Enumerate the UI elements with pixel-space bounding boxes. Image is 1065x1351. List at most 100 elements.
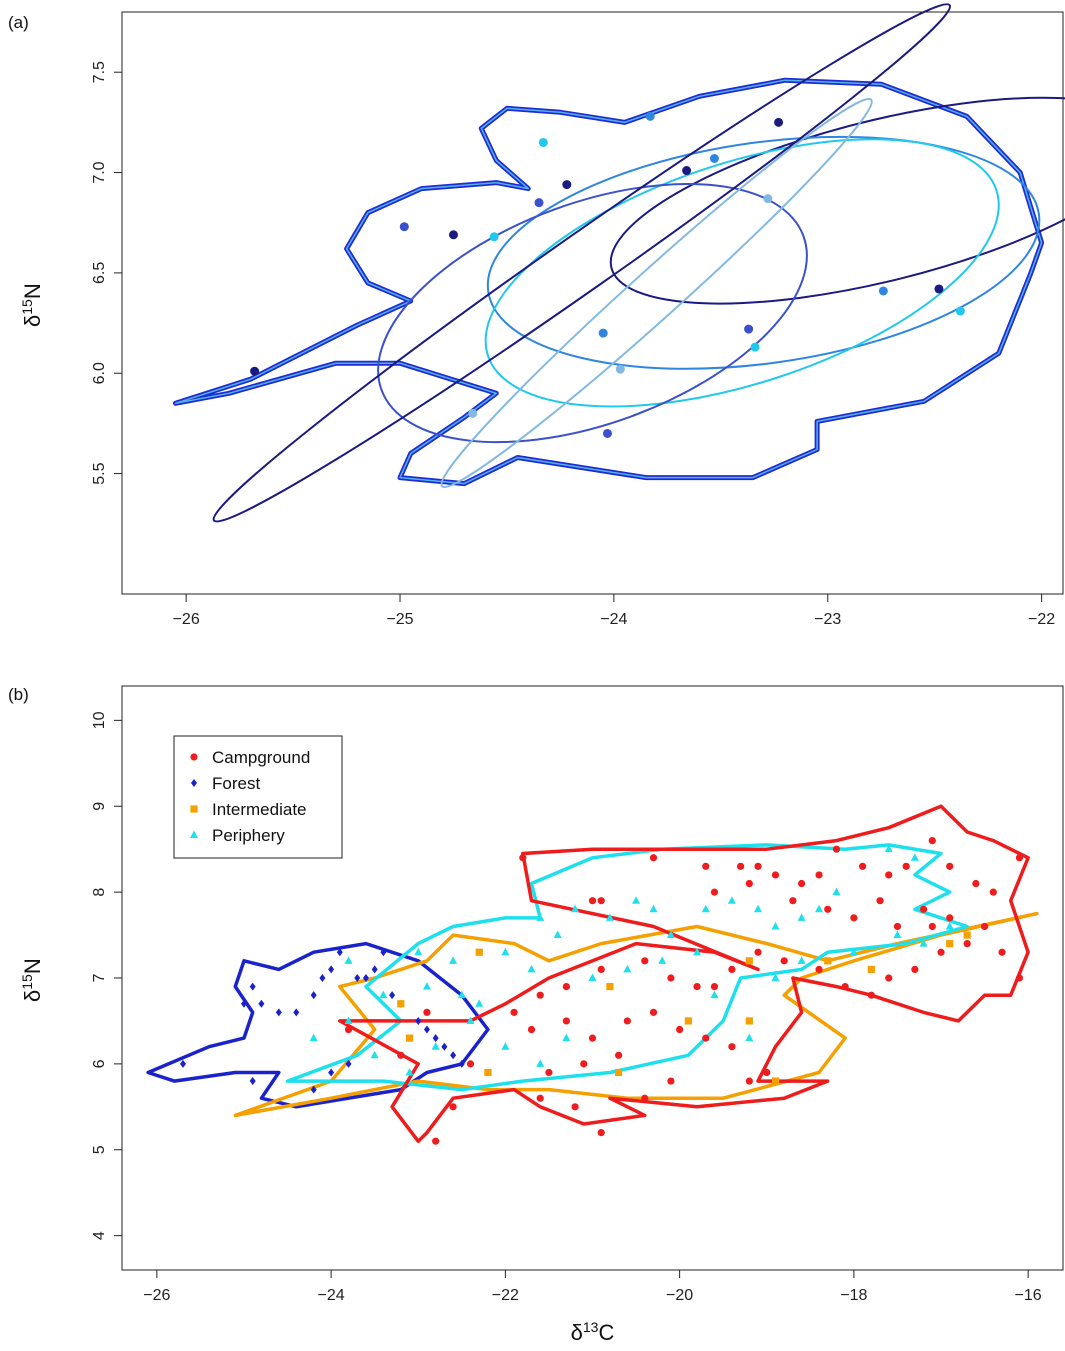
data-point-campground <box>649 1008 658 1016</box>
data-point-campground <box>946 914 954 922</box>
x-tick-label: −26 <box>173 611 200 628</box>
legend-label-campground: Campground <box>212 748 310 767</box>
x-axis-label-b-base: δ <box>571 1320 583 1345</box>
data-point-intermediate <box>684 1017 692 1025</box>
data-point-campground <box>745 1077 753 1085</box>
data-point-campground <box>710 888 719 896</box>
legend-label-intermediate: Intermediate <box>212 800 307 819</box>
data-point-campground <box>649 854 658 862</box>
data-point <box>709 154 719 164</box>
y-tick-label: 5.5 <box>91 462 108 484</box>
hull-inner-line <box>174 79 1043 485</box>
data-point-periphery <box>884 844 893 853</box>
data-point-campground <box>763 1068 771 1077</box>
y-tick-label: 6.0 <box>91 362 108 384</box>
data-point-periphery <box>797 956 806 964</box>
y-tick-label: 4 <box>91 1231 108 1240</box>
data-point-forest <box>240 999 247 1008</box>
data-point-campground <box>1015 854 1024 862</box>
data-point <box>250 366 260 376</box>
data-point-periphery <box>815 904 824 913</box>
data-point-campground <box>597 965 605 974</box>
data-point-campground <box>989 888 997 896</box>
data-point-campground <box>780 957 788 965</box>
data-point-campground <box>510 1008 518 1016</box>
data-point-periphery <box>466 1016 475 1024</box>
data-point-periphery <box>623 964 632 973</box>
data-point-periphery <box>588 973 597 981</box>
data-point <box>955 306 965 316</box>
data-point-periphery <box>797 913 806 921</box>
data-point-intermediate <box>606 982 614 991</box>
data-point-forest <box>423 1025 430 1034</box>
data-point-forest <box>319 974 326 982</box>
data-point-campground <box>928 836 936 845</box>
data-point-periphery <box>527 964 536 973</box>
data-point <box>615 364 625 374</box>
legend-marker-periphery <box>190 830 198 838</box>
data-point-forest <box>458 1059 465 1068</box>
data-point-forest <box>328 965 335 974</box>
hull-outlines-b <box>146 804 1039 1143</box>
y-tick-label: 6.5 <box>91 262 108 284</box>
data-point <box>534 198 544 208</box>
data-point-forest <box>275 1008 282 1017</box>
data-point-campground <box>841 982 849 991</box>
data-point-intermediate <box>484 1068 492 1077</box>
data-point <box>645 111 655 121</box>
data-point-periphery <box>849 947 858 956</box>
data-point-campground <box>876 897 884 905</box>
y-axis-label-b-elem: N <box>20 958 45 974</box>
data-point-periphery <box>571 904 580 913</box>
data-point <box>744 324 754 334</box>
data-point <box>489 232 499 242</box>
data-point-campground <box>789 897 797 905</box>
data-point-periphery <box>919 939 928 947</box>
data-point-periphery <box>536 1059 545 1067</box>
data-point-campground <box>536 1094 544 1102</box>
data-point-campground <box>432 1137 440 1145</box>
data-point-campground <box>998 948 1006 956</box>
ellipse-group-a <box>212 3 1065 523</box>
data-point <box>682 166 692 176</box>
data-point-periphery <box>553 930 562 939</box>
data-point-campground <box>928 922 936 931</box>
data-point-periphery <box>370 1050 379 1059</box>
data-point-intermediate <box>405 1034 414 1042</box>
x-axis-a: −26 −25 −24 −23 −22 <box>173 594 1055 628</box>
data-point-campground <box>623 1017 631 1025</box>
data-point-forest <box>354 974 361 982</box>
y-axis-b: 4 5 6 7 8 9 10 <box>91 711 122 1240</box>
y-tick-label: 9 <box>91 802 108 811</box>
y-tick-label: 7.0 <box>91 161 108 183</box>
data-point-periphery <box>632 896 641 904</box>
data-point <box>774 117 784 127</box>
data-point-campground <box>771 871 780 879</box>
y-axis-label-a-sup: 15 <box>19 299 35 315</box>
data-point-forest <box>293 1008 300 1017</box>
data-point-periphery <box>701 904 710 913</box>
y-tick-label: 10 <box>91 711 108 729</box>
data-point-periphery <box>605 913 614 921</box>
data-point-campground <box>867 991 875 999</box>
data-point-campground <box>702 1034 710 1042</box>
data-point-forest <box>362 974 369 982</box>
data-point-periphery <box>422 982 431 990</box>
data-point-campground <box>815 871 823 879</box>
data-point-intermediate <box>397 1000 405 1008</box>
legend-marker-campground <box>190 753 198 761</box>
data-point-intermediate <box>963 931 971 939</box>
data-point-intermediate <box>824 957 832 965</box>
data-point-campground <box>588 1034 597 1042</box>
data-point-forest <box>310 1085 317 1094</box>
data-point-periphery <box>414 947 423 956</box>
data-point-campground <box>667 1077 675 1085</box>
data-point-campground <box>597 897 605 905</box>
data-point-campground <box>832 845 841 853</box>
data-point-periphery <box>649 904 658 913</box>
hull-campground <box>338 804 1030 1143</box>
x-tick-label: −20 <box>666 1287 693 1304</box>
sea-ellipse <box>484 138 1000 408</box>
x-tick-label: −24 <box>600 611 627 628</box>
